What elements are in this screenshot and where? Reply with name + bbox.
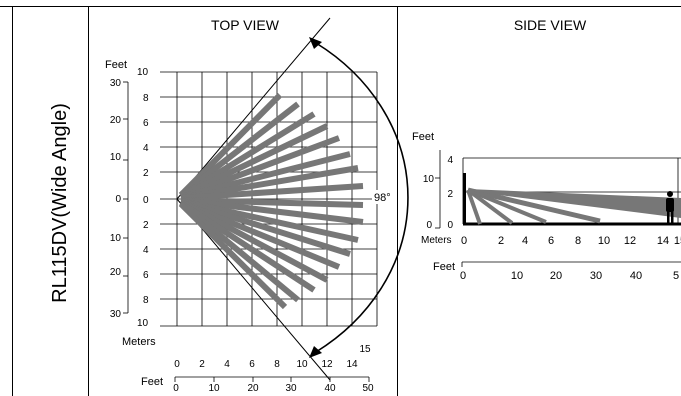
- angle-label-bg: [372, 190, 396, 204]
- svg-text:2: 2: [447, 189, 453, 200]
- side-view-panel: SIDE VIEW Feet 10 0 4 2 0: [412, 17, 681, 282]
- svg-text:30: 30: [110, 309, 122, 320]
- svg-text:0: 0: [115, 194, 121, 205]
- top-view-feet-axis: [123, 81, 129, 314]
- side-view-beams: [466, 187, 681, 225]
- svg-text:0: 0: [426, 220, 432, 231]
- svg-text:2: 2: [498, 235, 504, 247]
- side-view-feet-axis-label: Feet: [433, 261, 455, 273]
- top-view-title: TOP VIEW: [211, 17, 280, 33]
- svg-text:8: 8: [575, 235, 581, 247]
- svg-text:0: 0: [447, 220, 453, 231]
- side-view-feet-bottom-labels: 0 10 20 30 40 5: [460, 270, 679, 282]
- svg-text:10: 10: [137, 318, 149, 329]
- svg-text:8: 8: [143, 93, 149, 104]
- model-label: RL115DV(Wide Angle): [49, 103, 71, 303]
- svg-text:0: 0: [143, 195, 149, 206]
- angle-arc: [309, 37, 409, 358]
- svg-text:0: 0: [461, 235, 467, 247]
- svg-text:12: 12: [321, 359, 333, 370]
- top-view-feet-left-labels: 30 20 10 0 10 20 30: [110, 78, 122, 320]
- side-view-meters-bottom-labels: 0 2 4 6 8 10 12 14 15: [461, 235, 681, 247]
- person-icon: [666, 191, 674, 224]
- angle-label: 98°: [374, 192, 391, 204]
- svg-text:6: 6: [143, 118, 149, 129]
- svg-text:14: 14: [657, 235, 669, 247]
- svg-text:10: 10: [423, 174, 435, 185]
- svg-text:20: 20: [550, 270, 562, 282]
- svg-text:2: 2: [143, 168, 149, 179]
- side-view-feet-header: Feet: [412, 131, 434, 143]
- svg-text:40: 40: [630, 270, 642, 282]
- svg-text:0: 0: [174, 359, 180, 370]
- outer-frame: [0, 6, 681, 396]
- side-view-title: SIDE VIEW: [514, 17, 587, 33]
- svg-text:30: 30: [590, 270, 602, 282]
- svg-text:6: 6: [249, 359, 255, 370]
- svg-text:0: 0: [173, 383, 179, 394]
- top-view-feet-bottom-axis: [174, 376, 370, 382]
- top-view-feet-bottom-labels: 0 10 20 30 40 50: [173, 383, 374, 394]
- svg-text:4: 4: [143, 143, 149, 154]
- svg-text:8: 8: [143, 295, 149, 306]
- svg-text:2: 2: [143, 220, 149, 231]
- svg-text:10: 10: [137, 67, 149, 78]
- svg-text:10: 10: [296, 359, 308, 370]
- svg-text:8: 8: [274, 359, 280, 370]
- svg-text:2: 2: [199, 359, 205, 370]
- svg-text:0: 0: [460, 270, 466, 282]
- top-view-feet-header: Feet: [105, 59, 127, 71]
- svg-text:10: 10: [110, 233, 122, 244]
- top-view-meters-left-labels: 10 8 6 4 2 0 2 4 6 8 10: [137, 67, 149, 329]
- svg-text:30: 30: [110, 78, 122, 89]
- svg-text:4: 4: [224, 359, 230, 370]
- svg-text:6: 6: [548, 235, 554, 247]
- top-view-meters-header: Meters: [122, 336, 156, 348]
- side-view-feet-left-labels: 10 0: [423, 174, 435, 231]
- side-view-feet-axis: [435, 150, 441, 229]
- side-view-feet-bottom-axis: [461, 261, 681, 267]
- svg-text:10: 10: [110, 152, 122, 163]
- svg-text:15: 15: [359, 344, 371, 355]
- svg-text:4: 4: [447, 155, 453, 166]
- svg-text:5: 5: [673, 270, 679, 282]
- top-view-beams: [178, 92, 364, 310]
- svg-text:20: 20: [110, 267, 122, 278]
- svg-text:4: 4: [522, 235, 528, 247]
- svg-text:12: 12: [624, 235, 636, 247]
- top-view-panel: TOP VIEW Feet: [105, 17, 409, 394]
- svg-text:10: 10: [208, 383, 220, 394]
- side-view-meters-left-labels: 4 2 0: [447, 155, 453, 231]
- svg-text:10: 10: [511, 270, 523, 282]
- svg-text:10: 10: [598, 235, 610, 247]
- svg-text:20: 20: [247, 383, 259, 394]
- svg-text:30: 30: [285, 383, 297, 394]
- side-view-meters-axis-label: Meters: [421, 235, 452, 246]
- svg-text:20: 20: [110, 115, 122, 126]
- svg-text:50: 50: [362, 383, 374, 394]
- top-view-meters-bottom-labels: 0 2 4 6 8 10 12 14 15: [174, 344, 371, 370]
- svg-text:14: 14: [346, 359, 358, 370]
- top-view-feet-axis-label: Feet: [141, 376, 163, 388]
- svg-text:6: 6: [143, 270, 149, 281]
- svg-text:4: 4: [143, 245, 149, 256]
- svg-text:40: 40: [324, 383, 336, 394]
- svg-text:15: 15: [674, 235, 681, 247]
